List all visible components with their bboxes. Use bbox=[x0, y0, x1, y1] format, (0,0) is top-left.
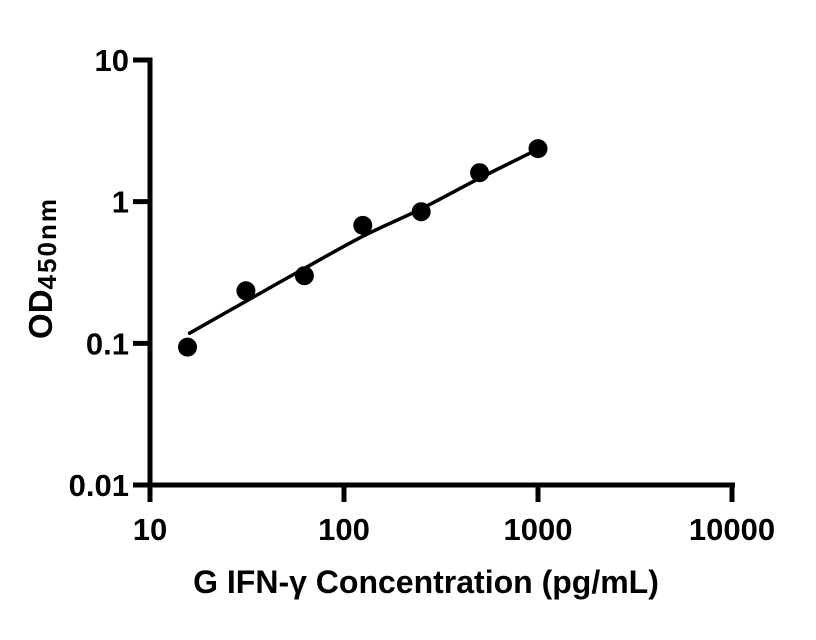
y-tick-label: 0.1 bbox=[86, 326, 129, 361]
data-point bbox=[353, 215, 373, 235]
y-axis-title-main: OD bbox=[22, 289, 59, 339]
data-point bbox=[411, 202, 431, 222]
x-tick-label: 100 bbox=[318, 512, 370, 547]
x-tick-label: 1000 bbox=[504, 512, 573, 547]
y-axis-title-subscript: 450nm bbox=[32, 197, 62, 289]
y-axis-tick-labels: 10 1 0.1 0.01 bbox=[69, 43, 129, 503]
data-points bbox=[178, 139, 548, 357]
x-tick-label: 10000 bbox=[689, 512, 775, 547]
x-axis-title: G IFN-γ Concentration (pg/mL) bbox=[193, 564, 659, 600]
y-tick-label: 1 bbox=[112, 185, 129, 220]
y-tick-label: 0.01 bbox=[69, 468, 129, 503]
data-point bbox=[178, 337, 197, 357]
x-tick-label: 10 bbox=[133, 512, 167, 547]
data-point bbox=[470, 163, 490, 183]
data-point bbox=[294, 266, 314, 286]
data-point bbox=[528, 139, 548, 159]
y-tick-label: 10 bbox=[95, 43, 129, 78]
x-axis-tick-labels: 10 100 1000 10000 bbox=[133, 512, 775, 547]
fit-curve-line bbox=[187, 144, 547, 335]
axes bbox=[147, 57, 735, 488]
x-axis-ticks bbox=[147, 485, 735, 502]
y-axis-title: OD450nm bbox=[22, 197, 62, 339]
y-axis-ticks bbox=[133, 57, 150, 488]
data-point bbox=[236, 281, 256, 301]
